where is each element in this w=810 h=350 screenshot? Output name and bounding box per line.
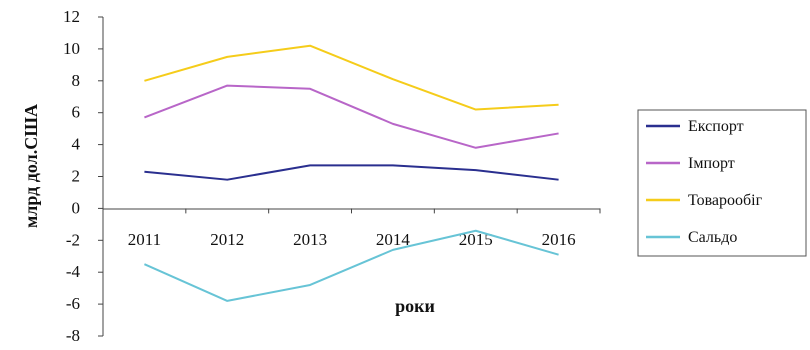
x-tick-label: 2015 <box>459 230 493 249</box>
x-tick-label: 2016 <box>542 230 576 249</box>
series-line-Імпорт <box>144 84 559 149</box>
legend-label: Сальдо <box>688 229 737 246</box>
y-axis-ticks: 12 10 8 6 4 2 0 -2 -4 -6 -8 <box>63 7 103 345</box>
series-line-Сальдо <box>144 229 559 302</box>
y-tick-label: -8 <box>66 326 80 345</box>
y-tick-label: -2 <box>66 230 80 249</box>
series-line-Товарообіг <box>144 44 559 111</box>
x-tick-label: 2011 <box>128 230 161 249</box>
legend-label: Експорт <box>688 118 744 135</box>
legend: Експорт Імпорт Товарообіг Сальдо <box>637 109 807 257</box>
x-axis-ticks: 2011 2012 2013 2014 2015 2016 <box>102 208 601 249</box>
y-axis-title: млрд дол.США <box>21 104 41 228</box>
y-tick-label: 6 <box>72 103 81 122</box>
x-tick-label: 2012 <box>210 230 244 249</box>
y-tick-label: 12 <box>63 7 80 26</box>
legend-label: Імпорт <box>688 155 735 172</box>
y-tick-label: -6 <box>66 294 80 313</box>
x-axis-title: роки <box>395 296 435 316</box>
y-tick-label: 4 <box>72 135 81 154</box>
y-tick-label: -4 <box>66 262 81 281</box>
y-tick-label: 10 <box>63 39 80 58</box>
series-lines <box>144 44 559 302</box>
y-tick-label: 2 <box>72 167 81 186</box>
x-tick-label: 2014 <box>376 230 411 249</box>
legend-items: Експорт Імпорт Товарообіг Сальдо <box>646 118 763 246</box>
series-line-Експорт <box>144 164 559 181</box>
y-tick-label: 8 <box>72 71 81 90</box>
legend-box <box>637 109 807 257</box>
legend-label: Товарообіг <box>688 192 763 209</box>
x-tick-label: 2013 <box>293 230 327 249</box>
y-tick-label: 0 <box>72 198 81 217</box>
